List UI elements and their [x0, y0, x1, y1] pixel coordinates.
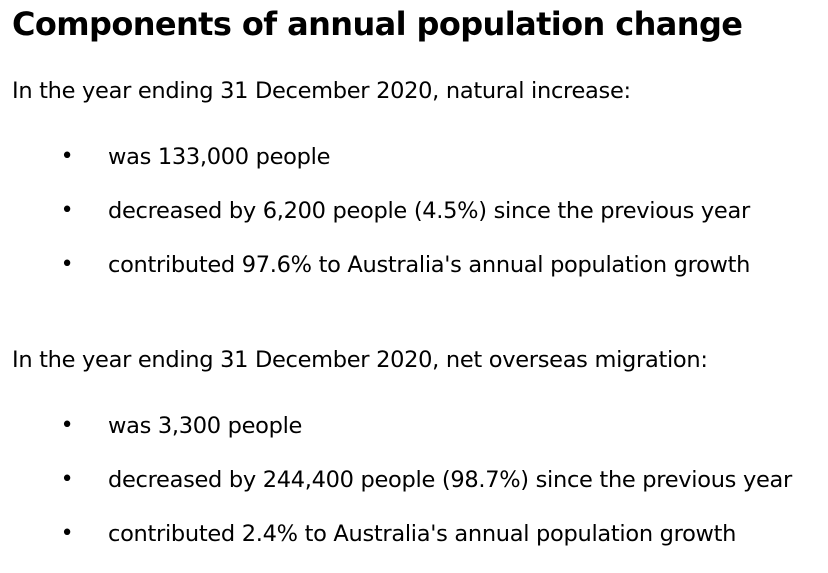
bullet-icon: • [60, 467, 74, 492]
bullet-icon: • [60, 521, 74, 546]
bullet-icon: • [60, 198, 74, 223]
list-item-text: contributed 97.6% to Australia's annual … [108, 252, 751, 278]
natural-increase-intro: In the year ending 31 December 2020, nat… [12, 78, 631, 104]
list-item-text: was 133,000 people [108, 144, 331, 170]
list-item-text: was 3,300 people [108, 413, 303, 439]
bullet-icon: • [60, 413, 74, 438]
list-item-text: decreased by 244,400 people (98.7%) sinc… [108, 467, 792, 493]
bullet-icon: • [60, 252, 74, 277]
list-item-text: contributed 2.4% to Australia's annual p… [108, 521, 737, 547]
net-overseas-migration-intro: In the year ending 31 December 2020, net… [12, 347, 708, 373]
page-heading: Components of annual population change [12, 5, 743, 43]
list-item-text: decreased by 6,200 people (4.5%) since t… [108, 198, 750, 224]
bullet-icon: • [60, 144, 74, 169]
